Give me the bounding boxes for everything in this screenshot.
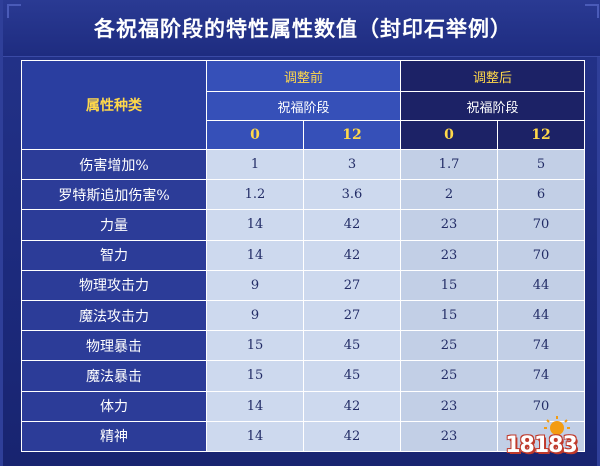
- value-cell: 42: [302, 239, 402, 271]
- value-cell: 25: [400, 360, 499, 392]
- value-cell: 23: [400, 390, 499, 422]
- table-row: 罗特斯追加伤害% 1.2 3.6 2 6: [21, 179, 586, 211]
- value-cell: 5: [497, 148, 586, 181]
- value-cell: 44: [497, 269, 586, 301]
- value-cell: 2: [400, 179, 499, 211]
- attribute-name: 物理攻击力: [21, 269, 207, 301]
- column-header-before: 调整前: [205, 60, 402, 92]
- attribute-name: 伤害增加%: [21, 148, 207, 181]
- watermark-text: 18183: [505, 433, 578, 458]
- value-cell: 14: [206, 209, 304, 241]
- value-cell: [497, 420, 586, 453]
- value-cell: 1.7: [400, 148, 499, 181]
- level-header: 12: [497, 120, 586, 150]
- table-row: 物理暴击 15 45 25 74: [21, 330, 586, 362]
- watermark-logo: 18183: [495, 414, 587, 458]
- attribute-name: 精神: [21, 420, 207, 453]
- attribute-name: 魔法攻击力: [21, 299, 207, 332]
- corner-ornament: [7, 4, 21, 18]
- level-header: 0: [206, 120, 304, 150]
- value-cell: 42: [302, 209, 402, 241]
- value-cell: 42: [302, 420, 402, 453]
- value-cell: 74: [497, 360, 586, 392]
- attribute-name: 魔法暴击: [21, 360, 207, 392]
- level-header: 12: [302, 120, 402, 150]
- subheader-stage-before: 祝福阶段: [205, 91, 402, 121]
- value-cell: 14: [206, 239, 304, 271]
- value-cell: 9: [206, 299, 304, 332]
- value-cell: 3.6: [302, 179, 402, 211]
- level-header: 0: [400, 120, 499, 150]
- page-title: 各祝福阶段的特性属性数值（封印石举例）: [94, 17, 512, 41]
- table-row: 魔法攻击力 9 27 15 44: [21, 299, 586, 332]
- value-cell: 23: [400, 239, 499, 271]
- value-cell: 3: [302, 148, 402, 181]
- value-cell: 1: [206, 148, 304, 181]
- attribute-table: 属性种类 调整前 调整后 祝福阶段 祝福阶段 0 12 0 12 伤害增加% 1…: [21, 60, 586, 453]
- value-cell: 42: [302, 390, 402, 422]
- table-row: 力量 14 42 23 70: [21, 209, 586, 241]
- value-cell: 23: [400, 209, 499, 241]
- value-cell: 70: [497, 239, 586, 271]
- table-row: 智力 14 42 23 70: [21, 239, 586, 271]
- attribute-name: 体力: [21, 390, 207, 422]
- table-row: 精神 14 42 23: [21, 420, 586, 453]
- table-row: 伤害增加% 1 3 1.7 5: [21, 148, 586, 181]
- value-cell: 23: [400, 420, 499, 453]
- table-row: 物理攻击力 9 27 15 44: [21, 269, 586, 301]
- value-cell: 9: [206, 269, 304, 301]
- value-cell: 44: [497, 299, 586, 332]
- sun-icon: [544, 416, 570, 435]
- attribute-name: 智力: [21, 239, 207, 271]
- value-cell: 15: [400, 299, 499, 332]
- attribute-name: 物理暴击: [21, 330, 207, 362]
- value-cell: 6: [497, 179, 586, 211]
- value-cell: 70: [497, 390, 586, 422]
- value-cell: 14: [206, 390, 304, 422]
- title-bar: 各祝福阶段的特性属性数值（封印石举例）: [3, 0, 600, 57]
- value-cell: 15: [206, 330, 304, 362]
- value-cell: 27: [302, 269, 402, 301]
- value-cell: 70: [497, 209, 586, 241]
- value-cell: 25: [400, 330, 499, 362]
- value-cell: 15: [400, 269, 499, 301]
- value-cell: 45: [302, 330, 402, 362]
- column-header-after: 调整后: [400, 60, 586, 92]
- table-row: 魔法暴击 15 45 25 74: [21, 360, 586, 392]
- attribute-name: 力量: [21, 209, 207, 241]
- corner-ornament: [585, 4, 599, 18]
- value-cell: 1.2: [206, 179, 304, 211]
- column-header-attr-type: 属性种类: [21, 60, 207, 150]
- subheader-stage-after: 祝福阶段: [400, 91, 586, 121]
- value-cell: 74: [497, 330, 586, 362]
- value-cell: 45: [302, 360, 402, 392]
- value-cell: 15: [206, 360, 304, 392]
- value-cell: 14: [206, 420, 304, 453]
- table-row: 体力 14 42 23 70: [21, 390, 586, 422]
- value-cell: 27: [302, 299, 402, 332]
- attribute-name: 罗特斯追加伤害%: [21, 179, 207, 211]
